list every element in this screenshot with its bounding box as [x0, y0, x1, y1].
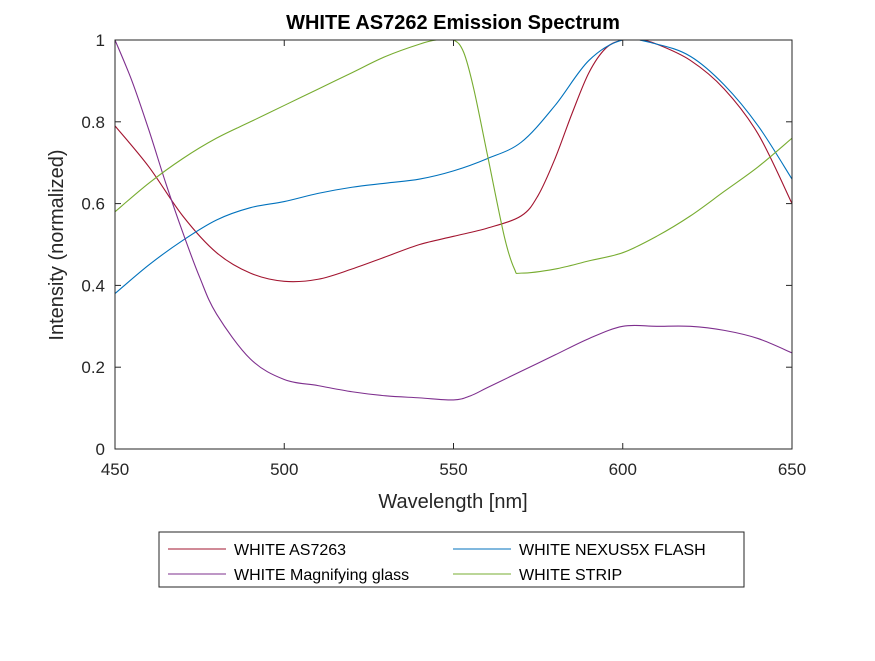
x-tick-label: 600 — [609, 460, 637, 479]
y-tick-label: 0.2 — [81, 358, 105, 377]
legend-label-3: WHITE Magnifying glass — [234, 567, 409, 584]
y-tick-label: 0.4 — [81, 276, 105, 295]
legend-box — [158, 531, 745, 588]
axes-box — [114, 39, 793, 450]
x-axis-label: Wavelength [nm] — [378, 491, 527, 513]
legend-label-2: WHITE NEXUS5X FLASH — [519, 542, 706, 559]
y-tick-label: 1 — [96, 31, 105, 50]
legend: WHITE AS7263 WHITE NEXUS5X FLASH WHITE Mag… — [158, 531, 745, 588]
x-tick-label: 500 — [270, 460, 298, 479]
axis-ticks: 450 500 550 600 650 0 0.2 0.4 0.6 0.8 1 — [81, 31, 806, 479]
series-line-1 — [115, 40, 792, 283]
legend-label-1: WHITE AS7263 — [234, 542, 346, 559]
y-tick-label: 0 — [96, 440, 105, 459]
chart-title: WHITE AS7262 Emission Spectrum — [286, 12, 620, 34]
y-tick-label: 0.8 — [81, 113, 105, 132]
x-tick-label: 650 — [778, 460, 806, 479]
y-tick-label: 0.6 — [81, 195, 105, 214]
legend-label-4: WHITE STRIP — [519, 567, 622, 584]
series-line-4 — [115, 40, 792, 274]
plot-lines — [115, 40, 792, 401]
series-line-2 — [115, 40, 792, 294]
x-tick-label: 550 — [439, 460, 467, 479]
series-line-3 — [115, 40, 792, 401]
x-tick-label: 450 — [101, 460, 129, 479]
y-axis-label: Intensity (normalized) — [46, 149, 68, 340]
